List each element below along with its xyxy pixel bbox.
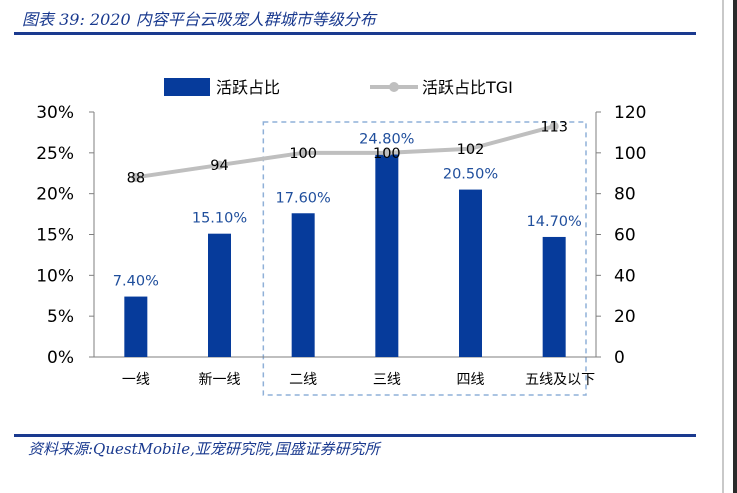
- x-tick-label: 一线: [122, 372, 150, 388]
- y-right-tick-label: 120: [614, 103, 646, 123]
- legend-line-label: 活跃占比TGI: [422, 78, 513, 97]
- tgi-value-label: 88: [127, 170, 145, 186]
- tgi-point: [549, 121, 559, 131]
- y-right-tick-label: 80: [614, 185, 636, 205]
- window-edge: [733, 0, 737, 493]
- tgi-value-label: 113: [540, 119, 568, 135]
- x-tick-label: 四线: [457, 372, 485, 388]
- tgi-point: [131, 172, 141, 182]
- y-right-tick-label: 0: [614, 348, 625, 368]
- y-left-tick-label: 10%: [36, 266, 74, 286]
- tgi-line: [135, 124, 555, 180]
- bar-四线: [459, 189, 482, 357]
- y-right-tick-label: 40: [614, 266, 636, 286]
- bar-value-label: 14.70%: [527, 214, 582, 230]
- bar-value-label: 24.80%: [359, 131, 414, 147]
- tgi-point: [466, 144, 475, 154]
- top-divider: [14, 32, 696, 35]
- source-note: 资料来源:QuestMobile,亚宠研究院,国盛证券研究所: [28, 440, 380, 458]
- legend-bar-label: 活跃占比: [216, 78, 280, 97]
- y-left-tick-label: 25%: [36, 144, 74, 164]
- chart-title: 图表 39: 2020 内容平台云吸宠人群城市等级分布: [22, 10, 376, 29]
- tgi-point: [382, 148, 392, 158]
- y-left-tick-label: 20%: [36, 185, 74, 205]
- tgi-value-label: 94: [210, 158, 228, 174]
- bar-value-label: 15.10%: [192, 211, 247, 227]
- bar-value-label: 20.50%: [443, 167, 498, 183]
- x-tick-label: 二线: [289, 372, 317, 388]
- bar-value-label: 7.40%: [113, 274, 159, 290]
- bar-三线: [375, 154, 399, 357]
- tgi-point: [298, 148, 308, 158]
- tgi-value-label: 102: [457, 142, 485, 158]
- y-left-tick-label: 30%: [36, 103, 74, 123]
- tgi-value-label: 100: [289, 146, 317, 162]
- tgi-value-label: 100: [373, 146, 401, 162]
- legend-line-marker: [389, 82, 399, 92]
- bar-新一线: [208, 233, 231, 357]
- bar-五线及以下: [542, 236, 566, 357]
- bar-一线: [124, 296, 148, 357]
- x-tick-label: 新一线: [199, 372, 241, 388]
- legend-bar-swatch: [164, 78, 210, 96]
- window-border: [722, 0, 724, 493]
- combo-chart: 0% 5% 10% 15% 20% 25% 30% 0 20 40 60 80 100 120 7.40% 1…: [36, 78, 646, 396]
- bar-value-label: 17.60%: [276, 190, 331, 206]
- x-tick-label: 三线: [373, 372, 401, 388]
- y-right-tick-label: 100: [614, 144, 646, 164]
- y-left-tick-label: 0%: [47, 348, 74, 368]
- y-right-tick-label: 20: [614, 307, 636, 327]
- bottom-divider: [14, 434, 696, 437]
- highlight-box: [262, 121, 587, 396]
- x-tick-label: 五线及以下: [525, 372, 595, 388]
- y-left-tick-label: 15%: [36, 226, 74, 246]
- tgi-point: [215, 160, 224, 170]
- y-right-tick-label: 60: [614, 226, 636, 246]
- bar-二线: [291, 213, 315, 357]
- y-left-tick-label: 5%: [47, 307, 74, 327]
